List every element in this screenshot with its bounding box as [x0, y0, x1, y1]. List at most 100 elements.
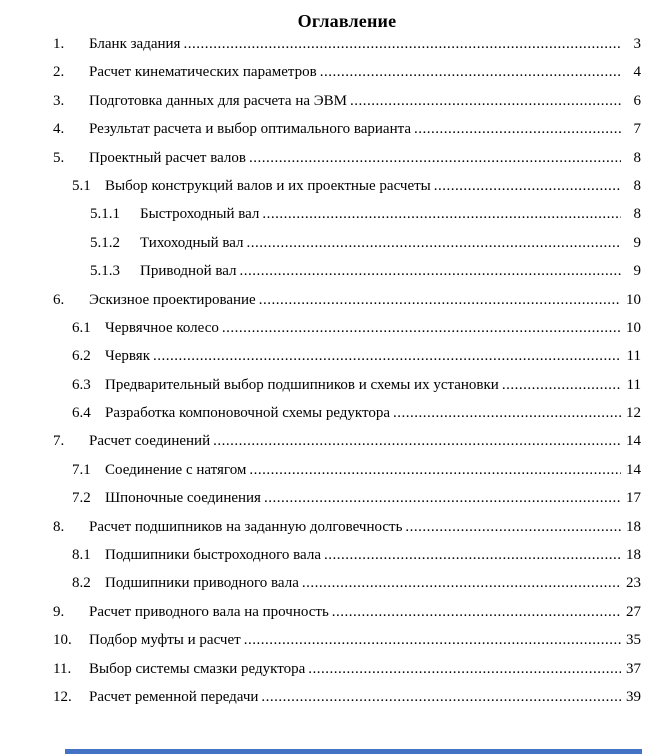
toc-entry[interactable]: 5.1.3 Приводной вал 9	[90, 263, 641, 291]
toc-entry-title: Червячное колесо	[105, 319, 219, 336]
dot-leader	[320, 64, 621, 81]
toc-entry-page: 9	[633, 234, 642, 251]
toc-entry-title: Расчет ременной передачи	[89, 688, 259, 705]
dot-leader	[414, 121, 621, 138]
toc-entry[interactable]: 6.3 Предварительный выбор подшипников и …	[72, 377, 641, 405]
toc-entry-title: Подшипники приводного вала	[105, 575, 299, 592]
toc-entry[interactable]: 11. Выбор системы смазки редуктора 37	[53, 661, 641, 689]
toc-entry-title: Выбор системы смазки редуктора	[89, 660, 306, 677]
toc-entry-page: 17	[626, 490, 641, 507]
dot-leader	[434, 178, 621, 195]
toc-entry[interactable]: 10. Подбор муфты и расчет 35	[53, 632, 641, 660]
dot-leader	[302, 575, 621, 592]
toc-entry[interactable]: 5. Проектный расчет валов 8	[53, 150, 641, 178]
toc-entry[interactable]: 6.2 Червяк 11	[72, 348, 641, 376]
toc-entry-number: 6.2	[72, 348, 91, 365]
toc-entry-number: 8.2	[72, 575, 91, 592]
toc-entry-number: 7.2	[72, 490, 91, 507]
toc-entry-title: Соединение с натягом	[105, 461, 247, 478]
toc-entry-page: 8	[633, 206, 642, 223]
toc-entry-page: 14	[626, 461, 641, 478]
toc-entry[interactable]: 7.1 Соединение с натягом 14	[72, 462, 641, 490]
toc-entry[interactable]: 8. Расчет подшипников на заданную долгов…	[53, 519, 641, 547]
dot-leader	[183, 36, 621, 53]
toc-entry-number: 12.	[53, 688, 72, 705]
toc-entry-page: 27	[626, 603, 641, 620]
toc-entry[interactable]: 6.1 Червячное колесо 10	[72, 320, 641, 348]
dot-leader	[502, 377, 621, 394]
toc-entry-title: Эскизное проектирование	[89, 291, 256, 308]
toc-entry-page: 10	[626, 291, 641, 308]
toc-entry-title: Расчет подшипников на заданную долговечн…	[89, 518, 403, 535]
toc-entry-title: Быстроходный вал	[140, 206, 260, 223]
toc-entry-number: 6.1	[72, 319, 91, 336]
toc-entry-page: 8	[633, 149, 642, 166]
toc-entry-number: 5.1.1	[90, 206, 120, 223]
toc-entry[interactable]: 4. Результат расчета и выбор оптимальног…	[53, 121, 641, 149]
toc-entry-number: 1.	[53, 36, 65, 52]
toc-entry-title: Шпоночные соединения	[105, 490, 261, 507]
toc-entry-title: Расчет приводного вала на прочность	[89, 603, 329, 620]
dot-leader	[324, 547, 621, 564]
toc-entry-number: 5.1	[72, 177, 91, 194]
toc-entry-page: 23	[626, 575, 641, 592]
dot-leader	[264, 490, 621, 507]
toc-entry-page: 37	[626, 660, 641, 677]
toc-entry-page: 12	[626, 405, 641, 422]
toc-entry-number: 5.1.2	[90, 234, 120, 251]
toc-entry-title: Разработка компоновочной схемы редуктора	[105, 405, 391, 422]
toc-entry[interactable]: 9. Расчет приводного вала на прочность 2…	[53, 604, 641, 632]
toc-entry-page: 9	[633, 263, 642, 280]
toc-entry[interactable]: 2. Расчет кинематических параметров 4	[53, 64, 641, 92]
dot-leader	[247, 235, 621, 252]
toc-entry-number: 11.	[53, 660, 72, 677]
toc-entry[interactable]: 1. Бланк задания 3	[53, 36, 641, 64]
toc-entry-number: 6.4	[72, 405, 91, 422]
toc-entry[interactable]: 3. Подготовка данных для расчета на ЭВМ …	[53, 93, 641, 121]
toc-entry-number: 8.	[53, 518, 65, 535]
dot-leader	[240, 263, 621, 280]
toc-entry-title: Бланк задания	[89, 36, 181, 52]
dot-leader	[261, 689, 621, 706]
toc-entry[interactable]: 5.1 Выбор конструкций валов и их проектн…	[72, 178, 641, 206]
toc-entry-number: 4.	[53, 121, 65, 138]
toc-entry[interactable]: 8.1 Подшипники быстроходного вала 18	[72, 547, 641, 575]
toc-entry-number: 6.	[53, 291, 65, 308]
dot-leader	[308, 661, 621, 678]
toc-entry-title: Червяк	[105, 348, 150, 365]
toc-entry[interactable]: 5.1.2 Тихоходный вал 9	[90, 235, 641, 263]
toc-entry[interactable]: 5.1.1 Быстроходный вал 8	[90, 206, 641, 234]
toc-entry-title: Подшипники быстроходного вала	[105, 547, 321, 564]
toc-entry-title: Расчет кинематических параметров	[89, 64, 317, 81]
toc-list: 1. Бланк задания 3 2. Расчет кинематичес…	[0, 33, 666, 717]
toc-entry-number: 6.3	[72, 376, 91, 393]
toc-entry-number: 9.	[53, 603, 65, 620]
dot-leader	[213, 433, 621, 450]
toc-entry-title: Расчет соединений	[89, 433, 211, 450]
toc-entry[interactable]: 6.4 Разработка компоновочной схемы редук…	[72, 405, 641, 433]
toc-entry[interactable]: 7.2 Шпоночные соединения 17	[72, 490, 641, 518]
dot-leader	[244, 632, 621, 649]
toc-entry-page: 6	[633, 92, 642, 109]
toc-entry[interactable]: 7. Расчет соединений 14	[53, 433, 641, 461]
toc-entry-number: 7.1	[72, 461, 91, 478]
toc-entry-page: 4	[633, 64, 642, 81]
toc-entry-page: 8	[633, 177, 642, 194]
dot-leader	[350, 93, 621, 110]
toc-entry-number: 8.1	[72, 547, 91, 564]
toc-entry-page: 11	[626, 348, 641, 365]
dot-leader	[262, 206, 621, 223]
toc-entry-title: Подбор муфты и расчет	[89, 632, 241, 649]
dot-leader	[249, 462, 621, 479]
toc-entry[interactable]: 6. Эскизное проектирование 10	[53, 292, 641, 320]
dot-leader	[393, 405, 621, 422]
toc-entry-page: 3	[633, 36, 642, 52]
toc-entry-page: 14	[626, 433, 641, 450]
dot-leader	[222, 320, 621, 337]
dot-leader	[249, 150, 621, 167]
toc-entry[interactable]: 8.2 Подшипники приводного вала 23	[72, 575, 641, 603]
toc-entry[interactable]: 12. Расчет ременной передачи 39	[53, 689, 641, 717]
toc-entry-page: 39	[626, 688, 641, 705]
toc-entry-page: 7	[633, 121, 642, 138]
toc-entry-number: 3.	[53, 92, 65, 109]
